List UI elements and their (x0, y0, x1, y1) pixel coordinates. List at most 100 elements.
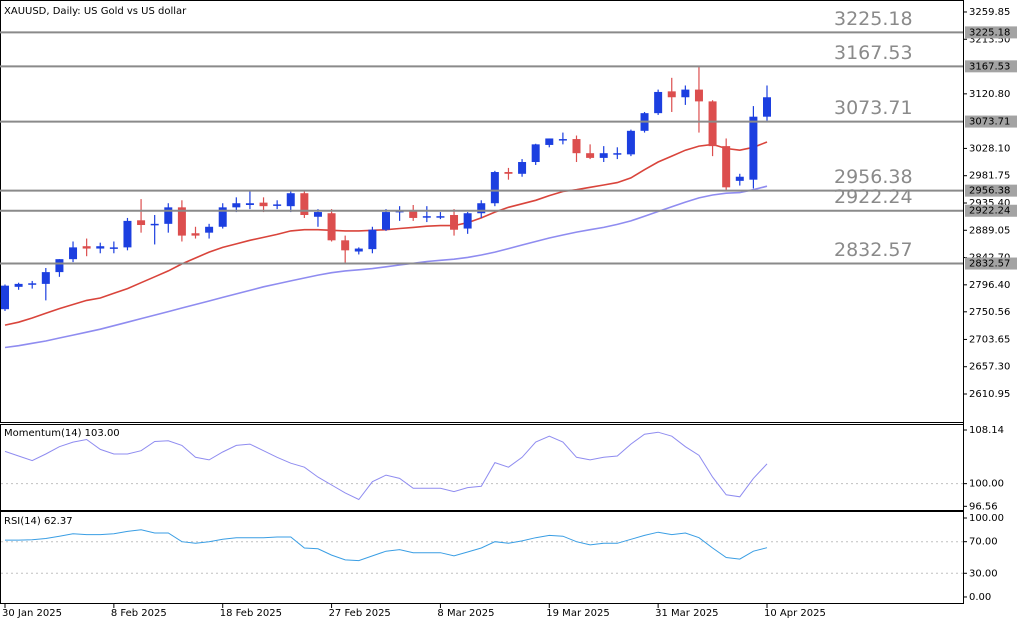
candle-body (694, 89, 703, 102)
candle-body (490, 172, 499, 204)
level-label: 3167.53 (834, 42, 913, 64)
candle-body (368, 229, 377, 250)
y-tick-label: 2981.75 (969, 171, 1010, 182)
candle-body (218, 207, 227, 227)
x-tick-label: 19 Mar 2025 (546, 608, 609, 619)
x-tick-label: 27 Feb 2025 (329, 608, 391, 619)
indicator-title: Momentum(14) 103.00 (4, 428, 120, 439)
x-tick-label: 8 Feb 2025 (111, 608, 167, 619)
level-label: 2922.24 (834, 186, 913, 208)
candle-body (518, 162, 527, 174)
candle-body (654, 91, 663, 114)
candle-body (259, 202, 268, 207)
level-axis-label: 3225.18 (969, 27, 1010, 38)
candle-body (749, 116, 758, 180)
candle-body (586, 153, 595, 158)
moving-average (4, 185, 768, 349)
y-tick-label: 96.56 (969, 501, 998, 512)
candle-body (14, 283, 23, 287)
candle-body (245, 203, 254, 205)
candle-body (382, 212, 390, 230)
level-axis-label: 3167.53 (969, 61, 1010, 72)
candle-body (422, 216, 431, 218)
candle-body (82, 246, 91, 249)
candle-body (96, 246, 105, 249)
level-axis-box (965, 115, 1017, 128)
candle-body (531, 144, 540, 163)
level-axis-label: 2956.38 (969, 186, 1010, 197)
level-axis-box (965, 26, 1017, 39)
y-tick-label: 2610.95 (969, 389, 1010, 400)
candle-body (313, 212, 322, 217)
x-tick-label: 31 Mar 2025 (655, 608, 718, 619)
y-tick-label: 2657.30 (969, 362, 1010, 373)
y-tick-label: 30.00 (969, 568, 998, 579)
candle-body (354, 248, 363, 252)
candle-body (450, 215, 459, 230)
chart-title: XAUUSD, Daily: US Gold vs US dollar (4, 6, 187, 17)
candle-body (300, 193, 309, 216)
candle-body (708, 101, 717, 147)
y-tick-label: 70.00 (969, 537, 998, 548)
candle-body (613, 153, 622, 155)
candle-body (191, 233, 200, 236)
candle-body (137, 220, 146, 226)
level-axis-box (965, 60, 1017, 73)
candle-body (763, 97, 771, 117)
candle-body (722, 146, 731, 188)
level-label: 2832.57 (834, 239, 913, 261)
candle-body (409, 210, 418, 218)
candle-body (273, 204, 282, 206)
rsi-panel (0, 511, 964, 604)
x-tick-label: 30 Jan 2025 (2, 608, 62, 619)
candle-body (205, 226, 214, 233)
candle-body (150, 223, 159, 226)
momentum-panel (0, 424, 964, 511)
indicator-line (5, 529, 768, 562)
candle-body (667, 91, 676, 98)
candle-body (545, 138, 554, 145)
level-axis-label: 2832.57 (969, 259, 1010, 270)
x-tick-label: 18 Feb 2025 (220, 608, 282, 619)
candle-body (123, 220, 132, 248)
candle-body (681, 89, 690, 98)
candle-body (69, 247, 78, 260)
candle-body (232, 203, 241, 208)
candle-body (436, 216, 445, 218)
candle-body (504, 172, 513, 174)
candle-body (109, 247, 118, 249)
indicator-title: RSI(14) 62.37 (4, 516, 73, 527)
x-tick-label: 8 Mar 2025 (437, 608, 494, 619)
y-tick-label: 2750.56 (969, 307, 1010, 318)
y-tick-label: 100.00 (969, 513, 1004, 524)
y-tick-label: 3120.80 (969, 89, 1010, 100)
candle-body (286, 193, 295, 207)
level-axis-box (965, 184, 1017, 197)
candle-body (177, 207, 186, 236)
level-axis-label: 2922.24 (969, 206, 1010, 217)
level-axis-box (965, 257, 1017, 270)
indicator-line (4, 431, 768, 501)
y-tick-label: 2703.65 (969, 334, 1010, 345)
y-tick-label: 2796.40 (969, 280, 1010, 291)
level-label: 3225.18 (834, 8, 913, 30)
candle-body (558, 139, 567, 141)
y-tick-label: 100.00 (969, 479, 1004, 490)
y-tick-label: 2889.05 (969, 225, 1010, 236)
candle-body (463, 213, 472, 229)
level-axis-label: 3073.71 (969, 117, 1010, 128)
level-label: 3073.71 (834, 97, 913, 119)
x-tick-label: 10 Apr 2025 (764, 608, 826, 619)
candle-body (41, 272, 50, 284)
candle-body (477, 203, 486, 214)
candle-body (735, 176, 744, 181)
y-tick-label: 3028.10 (969, 143, 1010, 154)
y-tick-label: 3213.50 (969, 34, 1010, 45)
candle-body (599, 153, 608, 158)
candle-body (28, 283, 37, 285)
y-tick-label: 0.00 (969, 592, 991, 603)
candle-body (626, 130, 635, 155)
y-tick-label: 2935.40 (969, 198, 1010, 209)
